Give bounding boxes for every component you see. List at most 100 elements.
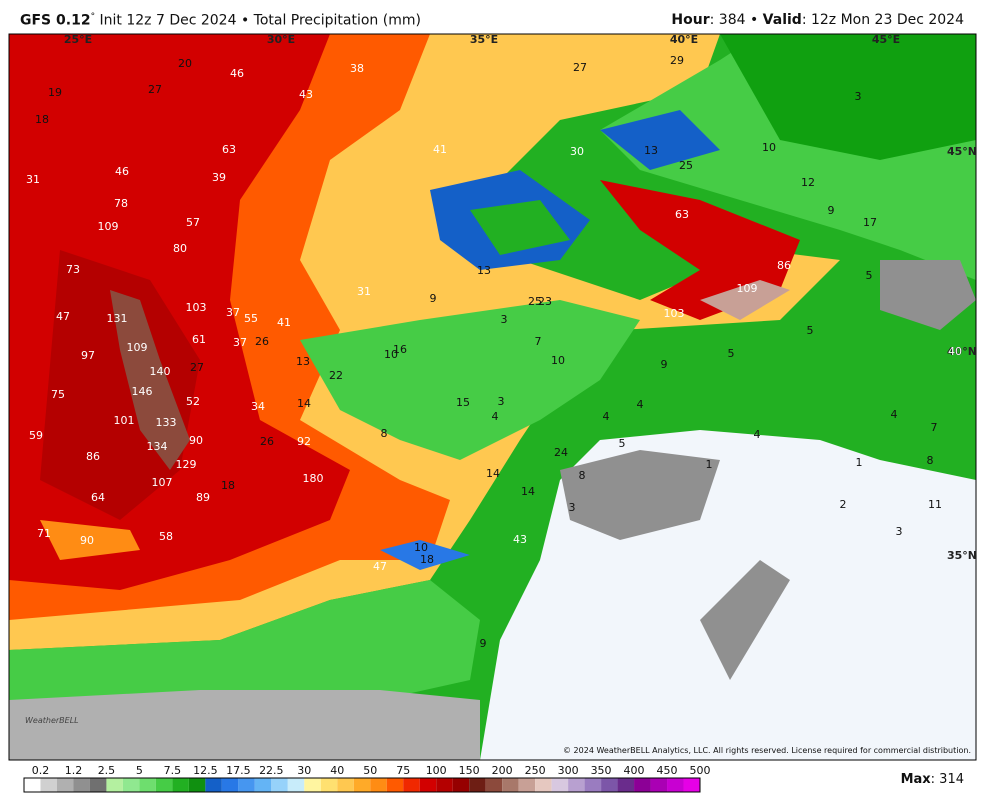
map-value: 23	[538, 295, 552, 308]
map-value: 133	[156, 416, 177, 429]
map-value: 4	[637, 398, 644, 411]
legend-swatch	[650, 778, 668, 792]
map-value: 9	[661, 358, 668, 371]
legend-label: 1.2	[65, 764, 83, 777]
map-value: 34	[251, 400, 265, 413]
map-value: 90	[80, 534, 94, 547]
legend-swatch	[403, 778, 420, 792]
map-value: 13	[477, 264, 491, 277]
map-value: 80	[173, 242, 187, 255]
map-value: 52	[186, 395, 200, 408]
legend-label: 17.5	[226, 764, 251, 777]
map-value: 1	[856, 456, 863, 469]
legend-label: 450	[657, 764, 678, 777]
map-value: 38	[350, 62, 364, 75]
map-value: 9	[430, 292, 437, 305]
map-value: 78	[114, 197, 128, 210]
map-value: 17	[863, 216, 877, 229]
map-value: 22	[329, 369, 343, 382]
map-value: 14	[297, 397, 311, 410]
map-value: 41	[277, 316, 291, 329]
map-value: 3	[498, 395, 505, 408]
map-value: 10	[551, 354, 565, 367]
legend-label: 50	[363, 764, 377, 777]
map-value: 29	[670, 54, 684, 67]
legend-swatch	[518, 778, 536, 792]
legend-label: 350	[591, 764, 612, 777]
legend-swatch	[386, 778, 404, 792]
map-value: 63	[222, 143, 236, 156]
legend-label: 0.2	[32, 764, 50, 777]
map-value: 4	[891, 408, 898, 421]
valid: : 12z Mon 23 Dec 2024	[801, 12, 964, 28]
map-value: 13	[644, 144, 658, 157]
map-value: 140	[150, 365, 171, 378]
legend-swatch	[617, 778, 635, 792]
legend-swatch	[551, 778, 569, 792]
map-value: 37	[233, 336, 247, 349]
map-value: 146	[132, 385, 153, 398]
map-value: 4	[492, 410, 499, 423]
map-value: 24	[554, 446, 568, 459]
legend-swatch	[205, 778, 222, 792]
legend-label: 75	[396, 764, 410, 777]
map-value: 55	[244, 312, 258, 325]
legend-label: 100	[426, 764, 447, 777]
map-value: 5	[807, 324, 814, 337]
legend-swatch	[683, 778, 700, 792]
valid-label: Valid	[762, 12, 802, 28]
map-value: 131	[107, 312, 128, 325]
model: GFS 0.12	[20, 12, 91, 29]
map-value: 86	[777, 259, 791, 272]
map-value: 46	[115, 165, 129, 178]
legend-swatch	[56, 778, 74, 792]
map-value: 59	[29, 429, 43, 442]
legend-label: 22.5	[259, 764, 284, 777]
map-value: 8	[927, 454, 934, 467]
legend-swatch	[634, 778, 651, 792]
run: Init 12z 7 Dec 2024 • Total Precipitatio…	[99, 12, 421, 29]
map-value: 129	[176, 458, 197, 471]
map-value: 27	[190, 361, 204, 374]
legend-label: 7.5	[164, 764, 182, 777]
legend-label: 250	[525, 764, 546, 777]
legend-swatch	[155, 778, 173, 792]
map-value: 41	[433, 143, 447, 156]
map-value: 109	[127, 341, 148, 354]
legend-swatch	[485, 778, 503, 792]
map-value: 63	[675, 208, 689, 221]
legend-frame	[23, 777, 701, 793]
legend-swatch	[172, 778, 189, 792]
map-value: 15	[456, 396, 470, 409]
map-value: 7	[931, 421, 938, 434]
map-value: 2	[840, 498, 847, 511]
legend-swatch	[24, 778, 41, 792]
hour: : 384 •	[709, 12, 763, 28]
legend-swatch	[122, 778, 140, 792]
grid-label: 45°E	[872, 33, 900, 46]
map-value: 101	[114, 414, 135, 427]
map-value: 18	[35, 113, 49, 126]
grid-label: 40°E	[670, 33, 698, 46]
map-value: 14	[486, 467, 500, 480]
legend-label: 2.5	[98, 764, 116, 777]
map-value: 3	[501, 313, 508, 326]
max-value: : 314	[930, 772, 964, 787]
map-value: 18	[420, 553, 434, 566]
header-left: GFS 0.12° Init 12z 7 Dec 2024 • Total Pr…	[20, 12, 421, 29]
map-value: 4	[603, 410, 610, 423]
legend-swatch	[502, 778, 519, 792]
map-value: 8	[579, 469, 586, 482]
map-value: 5	[619, 437, 626, 450]
legend-swatch	[469, 778, 486, 792]
map-value: 103	[664, 307, 685, 320]
legend-swatch	[287, 778, 305, 792]
map-value: 31	[26, 173, 40, 186]
map-value: 13	[296, 355, 310, 368]
map-value: 3	[896, 525, 903, 538]
legend-swatch	[667, 778, 684, 792]
legend-label: 400	[624, 764, 645, 777]
copyright: © 2024 WeatherBELL Analytics, LLC. All r…	[563, 746, 971, 755]
grid-label: 35°E	[470, 33, 498, 46]
